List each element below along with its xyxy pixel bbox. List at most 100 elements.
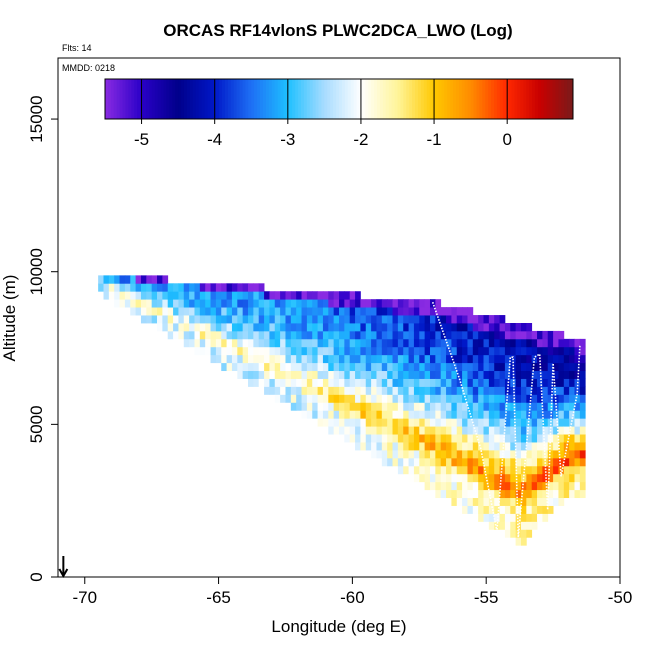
- heatmap-cell: [189, 338, 195, 348]
- heatmap-cell: [456, 497, 463, 506]
- heatmap-cell: [285, 307, 292, 316]
- heatmap-cell: [328, 299, 335, 308]
- heatmap-cell: [547, 378, 554, 387]
- heatmap-cell: [397, 346, 404, 356]
- heatmap-cell: [547, 465, 554, 475]
- heatmap-cell: [515, 362, 522, 372]
- heatmap-cell: [231, 299, 238, 308]
- heatmap-cell: [344, 323, 351, 332]
- heatmap-cell: [510, 521, 517, 530]
- heatmap-cell: [199, 338, 206, 348]
- heatmap-cell: [483, 442, 490, 451]
- heatmap-cell: [462, 481, 468, 491]
- heatmap-cell: [333, 386, 340, 395]
- heatmap-cell: [515, 402, 522, 411]
- heatmap-cell: [280, 362, 286, 372]
- colorbar-swatch: [458, 79, 463, 119]
- heatmap-cell: [451, 489, 458, 499]
- heatmap-cell: [483, 330, 490, 340]
- heatmap-cell: [435, 346, 442, 356]
- heatmap-cell: [526, 426, 533, 435]
- heatmap-cell: [558, 394, 565, 403]
- heatmap-cell: [440, 418, 447, 427]
- heatmap-cell: [472, 315, 479, 324]
- heatmap-cell: [462, 307, 468, 316]
- colorbar-swatch: [567, 79, 571, 119]
- heatmap-cell: [563, 489, 570, 499]
- heatmap-cell: [537, 418, 543, 427]
- heatmap-cell: [339, 307, 345, 316]
- heatmap-cell: [579, 457, 586, 467]
- heatmap-cell: [553, 457, 559, 467]
- heatmap-cell: [520, 521, 527, 530]
- heatmap-cell: [478, 338, 484, 348]
- heatmap-cell: [472, 330, 479, 340]
- heatmap-cell: [494, 410, 500, 419]
- heatmap-cell: [381, 457, 388, 467]
- heatmap-cell: [542, 370, 549, 379]
- heatmap-cell: [349, 346, 356, 356]
- heatmap-cell: [542, 513, 549, 522]
- flight-track: [431, 301, 581, 538]
- heatmap-cell: [349, 315, 356, 324]
- heatmap-cell: [563, 394, 570, 403]
- heatmap-cell: [499, 323, 506, 332]
- heatmap-cell: [542, 394, 549, 403]
- heatmap-cell: [558, 450, 565, 459]
- heatmap-cell: [467, 315, 474, 324]
- heatmap-cell: [312, 354, 318, 364]
- heatmap-cell: [135, 291, 142, 300]
- heatmap-cell: [237, 315, 244, 324]
- heatmap-cell: [462, 442, 468, 451]
- heatmap-cell: [488, 426, 495, 435]
- heatmap-cell: [146, 291, 153, 300]
- heatmap-cell: [355, 370, 361, 379]
- heatmap-cell: [456, 394, 463, 403]
- heatmap-cell: [467, 323, 474, 332]
- heatmap-cell: [424, 338, 431, 348]
- heatmap-cell: [446, 457, 452, 467]
- heatmap-cell: [280, 370, 286, 379]
- heatmap-cell: [114, 283, 120, 292]
- heatmap-cell: [472, 497, 479, 506]
- heatmap-cell: [413, 307, 420, 316]
- heatmap-cell: [531, 481, 538, 491]
- heatmap-cell: [397, 450, 404, 459]
- heatmap-cell: [403, 394, 409, 403]
- heatmap-cell: [499, 410, 506, 419]
- heatmap-cell: [253, 307, 260, 316]
- colorbar-swatch: [464, 79, 469, 119]
- heatmap-cell: [339, 418, 345, 427]
- heatmap-cell: [392, 386, 399, 395]
- heatmap-cell: [140, 307, 147, 316]
- heatmap-cell: [269, 354, 276, 364]
- heatmap-cell: [274, 315, 281, 324]
- heatmap-cell: [579, 362, 586, 372]
- heatmap-cell: [510, 426, 517, 435]
- heatmap-cell: [183, 338, 190, 348]
- heatmap-cell: [547, 473, 554, 483]
- heatmap-cell: [478, 465, 484, 475]
- heatmap-cell: [408, 323, 415, 332]
- heatmap-cell: [510, 473, 517, 483]
- heatmap-cell: [515, 481, 522, 491]
- heatmap-cell: [515, 537, 522, 546]
- heatmap-cell: [419, 442, 426, 451]
- heatmap-cell: [392, 362, 399, 372]
- heatmap-cell: [210, 323, 217, 332]
- heatmap-cell: [173, 330, 179, 340]
- heatmap-cell: [451, 370, 458, 379]
- heatmap-cell: [553, 378, 559, 387]
- heatmap-cell: [429, 442, 436, 451]
- heatmap-cell: [488, 346, 495, 356]
- heatmap-cell: [387, 418, 393, 427]
- heatmap-cell: [558, 346, 565, 356]
- colorbar-swatch: [429, 79, 434, 119]
- heatmap-cell: [424, 465, 431, 475]
- heatmap-cell: [504, 450, 511, 459]
- heatmap-cell: [563, 354, 570, 364]
- heatmap-cell: [446, 307, 452, 316]
- heatmap-cell: [231, 354, 238, 364]
- heatmap-cell: [526, 386, 533, 395]
- heatmap-cell: [274, 378, 281, 387]
